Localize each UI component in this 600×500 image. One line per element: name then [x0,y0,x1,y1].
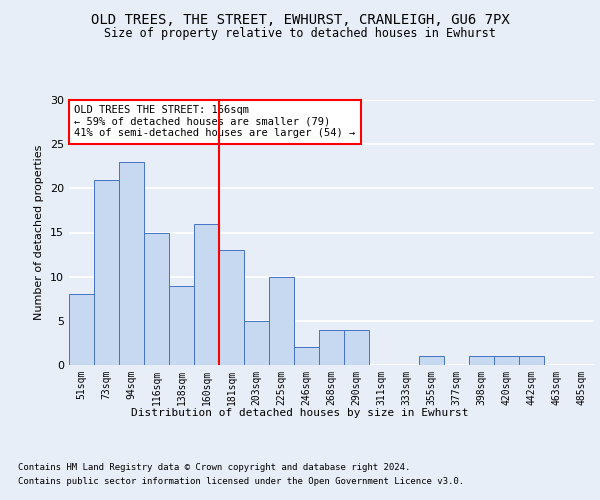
Bar [69,294,94,365]
Text: Contains HM Land Registry data © Crown copyright and database right 2024.: Contains HM Land Registry data © Crown c… [18,463,410,472]
Bar [269,276,294,365]
Bar [294,348,319,365]
Bar [119,162,144,365]
Bar [169,286,194,365]
Bar [344,330,369,365]
Bar [519,356,544,365]
Text: OLD TREES THE STREET: 166sqm
← 59% of detached houses are smaller (79)
41% of se: OLD TREES THE STREET: 166sqm ← 59% of de… [74,106,355,138]
Bar [94,180,119,365]
Bar [219,250,244,365]
Bar [319,330,344,365]
Bar [419,356,444,365]
Y-axis label: Number of detached properties: Number of detached properties [34,145,44,320]
Text: Distribution of detached houses by size in Ewhurst: Distribution of detached houses by size … [131,408,469,418]
Text: Contains public sector information licensed under the Open Government Licence v3: Contains public sector information licen… [18,476,464,486]
Bar [244,321,269,365]
Text: Size of property relative to detached houses in Ewhurst: Size of property relative to detached ho… [104,28,496,40]
Text: OLD TREES, THE STREET, EWHURST, CRANLEIGH, GU6 7PX: OLD TREES, THE STREET, EWHURST, CRANLEIG… [91,12,509,26]
Bar [144,232,169,365]
Bar [194,224,219,365]
Bar [494,356,519,365]
Bar [469,356,494,365]
